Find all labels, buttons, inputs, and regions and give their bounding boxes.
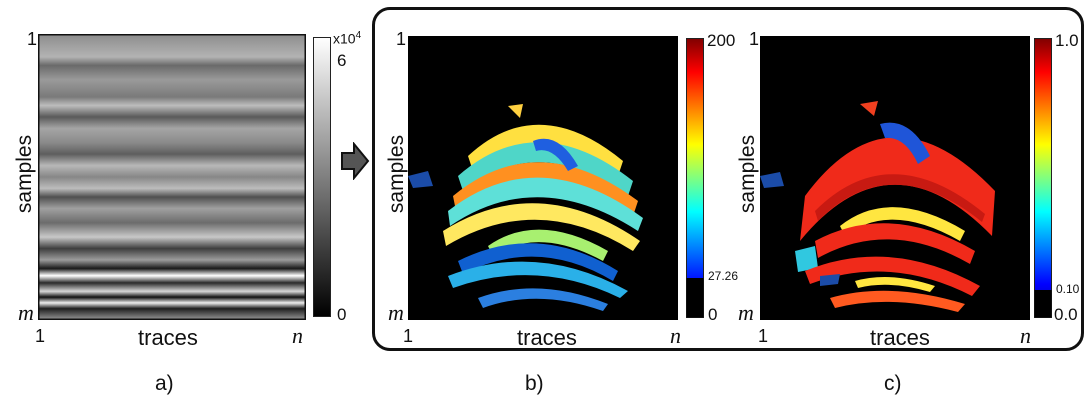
panel-c-colorbar-min-label: 0.0 <box>1054 305 1078 324</box>
panel-c-x-left-label: 1 <box>758 326 769 346</box>
panel-b-colorbar-threshold-label: 27.26 <box>708 269 739 283</box>
panel-c-y-axis-label: samples <box>736 134 759 214</box>
panel-a-colorbar-max-label: 6 <box>337 51 347 70</box>
panel-b-colorbar-max-label: 200 <box>707 31 736 50</box>
panels-bc-frame <box>372 7 1084 351</box>
panel-b-colorbar <box>686 38 704 318</box>
panel-a-x-right-label: n <box>292 323 303 348</box>
panel-a-x-left-label: 1 <box>35 326 46 346</box>
panel-b-colorbar-min-label: 0 <box>708 305 718 324</box>
panel-b-y-axis-label: samples <box>385 134 408 214</box>
right-arrow-icon <box>341 142 370 180</box>
panel-b-amplitude-map <box>408 36 678 320</box>
panel-c-colorbar <box>1034 38 1052 318</box>
panel-a-y-bottom-label: m <box>18 300 34 325</box>
panel-a-caption: a) <box>155 372 174 395</box>
panel-a-y-top-label: 1 <box>27 29 38 49</box>
panel-a-colorbar-min-label: 0 <box>337 305 347 324</box>
panel-b-x-left-label: 1 <box>403 326 414 346</box>
panel-c-colorbar-max-label: 1.0 <box>1055 31 1079 50</box>
panel-a-seismic-image <box>38 34 306 320</box>
panel-b-x-right-label: n <box>670 323 681 348</box>
panel-b-y-bottom-label: m <box>388 300 404 325</box>
panel-a-colorbar <box>313 37 331 317</box>
panel-a-colorbar-exponent: x104 <box>333 30 362 47</box>
panel-a-y-axis-label: samples <box>13 134 36 214</box>
panel-b-caption: b) <box>525 372 544 395</box>
panel-b-y-top-label: 1 <box>396 29 407 49</box>
panel-a-x-axis-label: traces <box>138 325 198 350</box>
panel-c-x-right-label: n <box>1020 323 1031 348</box>
panel-c-caption: c) <box>884 372 902 395</box>
panel-c-y-bottom-label: m <box>738 300 754 325</box>
panel-c-ratio-map <box>760 36 1030 320</box>
panel-c-colorbar-threshold-label: 0.10 <box>1056 282 1080 296</box>
panel-c-y-top-label: 1 <box>749 29 760 49</box>
panel-b-x-axis-label: traces <box>517 325 577 350</box>
panel-c-x-axis-label: traces <box>870 325 930 350</box>
